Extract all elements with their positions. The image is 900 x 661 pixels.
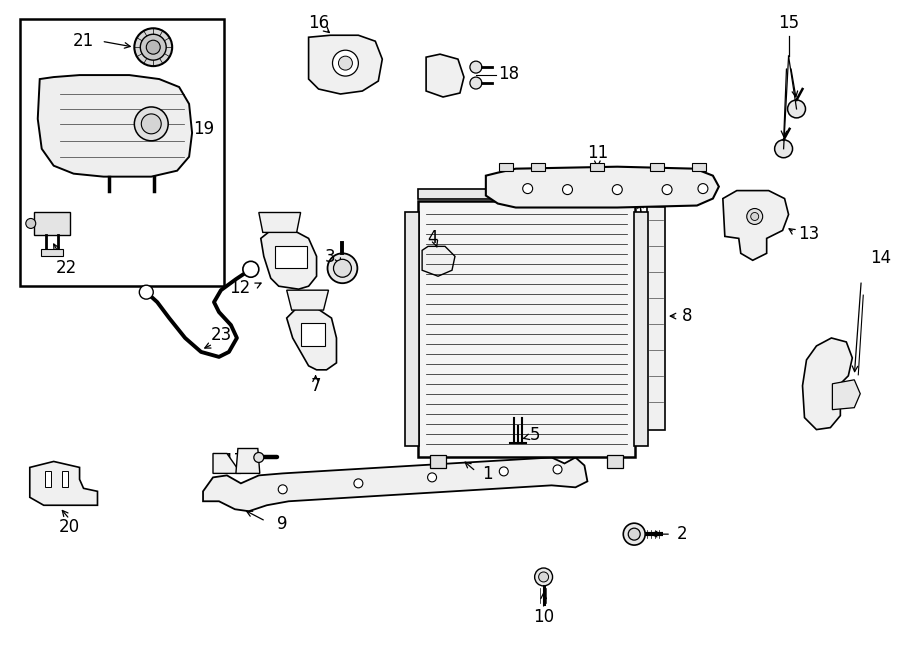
Circle shape <box>698 184 708 194</box>
Text: 21: 21 <box>73 32 94 50</box>
Bar <box>499 163 513 171</box>
Text: 16: 16 <box>308 15 329 32</box>
Text: 17: 17 <box>222 452 244 471</box>
Text: 1: 1 <box>482 465 493 483</box>
Circle shape <box>141 114 161 134</box>
Polygon shape <box>287 290 328 310</box>
Circle shape <box>470 77 482 89</box>
Circle shape <box>26 219 36 229</box>
Text: 20: 20 <box>59 518 80 536</box>
Bar <box>647 206 665 430</box>
Circle shape <box>338 56 353 70</box>
Polygon shape <box>426 54 464 97</box>
Bar <box>590 163 604 171</box>
Circle shape <box>775 140 793 158</box>
Polygon shape <box>261 231 317 289</box>
Circle shape <box>562 184 572 194</box>
Text: 13: 13 <box>798 225 820 243</box>
Circle shape <box>662 184 672 194</box>
Text: 7: 7 <box>310 377 320 395</box>
Text: 19: 19 <box>194 120 214 138</box>
Bar <box>608 455 624 469</box>
Polygon shape <box>832 380 860 410</box>
Circle shape <box>523 184 533 194</box>
Circle shape <box>254 453 264 463</box>
Text: 14: 14 <box>870 249 891 267</box>
Bar <box>40 249 63 256</box>
Text: 22: 22 <box>56 259 77 277</box>
Circle shape <box>334 259 351 277</box>
Text: 15: 15 <box>778 15 799 32</box>
Circle shape <box>428 473 436 482</box>
Circle shape <box>332 50 358 76</box>
Polygon shape <box>203 457 588 511</box>
Text: 12: 12 <box>230 279 251 297</box>
Polygon shape <box>213 453 241 473</box>
Text: 5: 5 <box>530 426 540 444</box>
Polygon shape <box>309 35 382 94</box>
Circle shape <box>470 61 482 73</box>
Circle shape <box>140 285 153 299</box>
Bar <box>531 163 544 171</box>
Text: 3: 3 <box>325 249 336 266</box>
Bar <box>20 19 224 286</box>
Circle shape <box>500 467 508 476</box>
Text: 4: 4 <box>427 229 437 247</box>
Bar <box>45 471 50 487</box>
Text: 23: 23 <box>211 326 231 344</box>
Circle shape <box>554 465 562 474</box>
Circle shape <box>354 479 363 488</box>
Bar <box>405 212 419 446</box>
Polygon shape <box>723 190 788 260</box>
Text: 6: 6 <box>654 313 664 331</box>
Bar <box>418 188 637 198</box>
Polygon shape <box>486 167 719 208</box>
Circle shape <box>134 107 168 141</box>
Text: 10: 10 <box>533 608 554 626</box>
Circle shape <box>612 184 622 194</box>
Bar <box>418 200 635 457</box>
Polygon shape <box>38 75 192 176</box>
Circle shape <box>134 28 172 66</box>
Circle shape <box>628 528 640 540</box>
Circle shape <box>147 40 160 54</box>
Polygon shape <box>30 461 97 505</box>
Circle shape <box>278 485 287 494</box>
Bar <box>650 163 664 171</box>
Text: 18: 18 <box>498 65 519 83</box>
Text: 2: 2 <box>677 525 688 543</box>
Polygon shape <box>259 212 301 233</box>
Circle shape <box>751 212 759 221</box>
Polygon shape <box>803 338 852 430</box>
Polygon shape <box>287 308 337 370</box>
Bar <box>430 455 446 469</box>
Circle shape <box>624 524 645 545</box>
Circle shape <box>747 208 762 225</box>
Polygon shape <box>236 449 260 473</box>
Polygon shape <box>301 323 325 346</box>
Polygon shape <box>274 247 307 268</box>
Text: 8: 8 <box>682 307 692 325</box>
Circle shape <box>788 100 806 118</box>
Text: 11: 11 <box>587 143 608 162</box>
Circle shape <box>535 568 553 586</box>
Circle shape <box>140 34 166 60</box>
Circle shape <box>538 572 549 582</box>
Bar <box>692 163 706 171</box>
Bar <box>634 212 648 446</box>
Text: 9: 9 <box>277 515 288 533</box>
Polygon shape <box>34 212 69 235</box>
Circle shape <box>328 253 357 283</box>
Bar <box>61 471 68 487</box>
Polygon shape <box>422 247 455 276</box>
Circle shape <box>243 261 259 277</box>
